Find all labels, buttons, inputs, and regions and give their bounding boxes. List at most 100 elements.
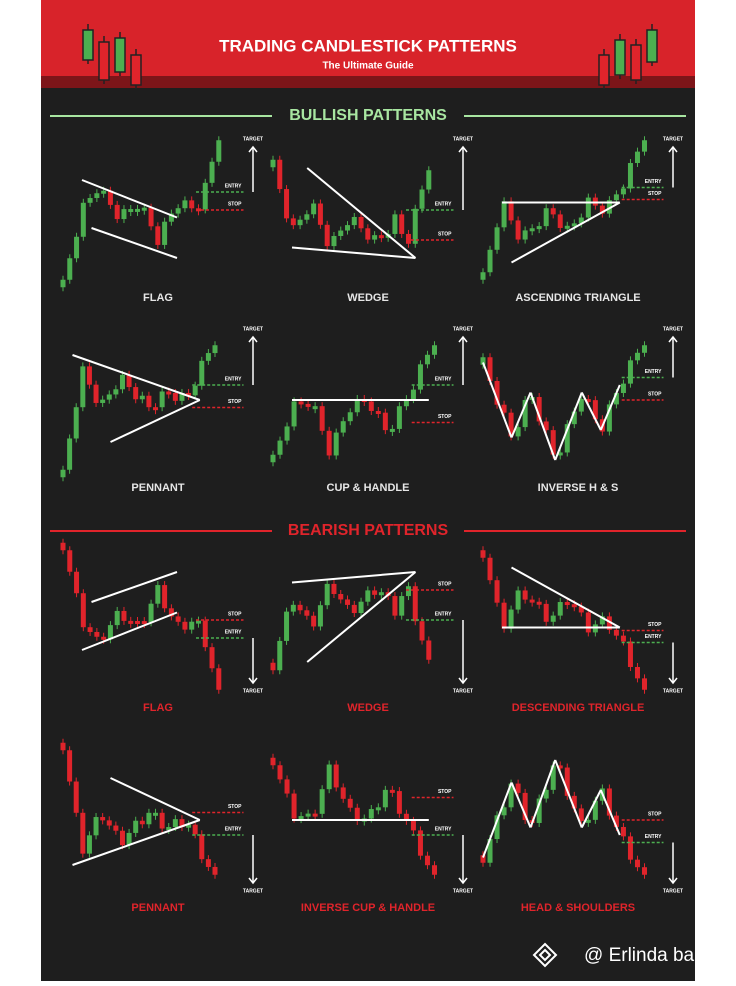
candle <box>487 249 493 273</box>
candle <box>119 830 125 846</box>
stop-label: STOP <box>648 391 662 397</box>
pattern-line <box>306 167 417 259</box>
candle <box>412 586 418 622</box>
candle <box>192 385 198 396</box>
candle <box>100 399 106 403</box>
candle <box>338 230 344 236</box>
candle <box>212 866 218 875</box>
candle <box>168 213 174 222</box>
candle <box>564 424 570 453</box>
watermark: @ Erlinda babil <box>584 945 713 966</box>
candle <box>305 403 311 407</box>
candle <box>550 765 556 790</box>
candle <box>101 636 107 640</box>
candle <box>557 765 563 769</box>
candle <box>199 834 205 860</box>
candle <box>508 783 514 808</box>
candle <box>606 404 612 432</box>
candle <box>536 226 542 230</box>
candle <box>564 602 570 606</box>
target-arrowhead <box>458 677 468 685</box>
pattern-name: WEDGE <box>347 292 389 304</box>
candle <box>304 214 310 220</box>
candle <box>480 357 486 365</box>
pattern-name: PENNANT <box>131 902 184 914</box>
candle <box>378 235 384 239</box>
header-title: TRADING CANDLESTICK PATTERNS <box>219 36 517 55</box>
candle <box>345 225 351 231</box>
candle <box>501 404 507 413</box>
entry-label: ENTRY <box>435 826 452 832</box>
candle <box>620 188 626 195</box>
candle <box>212 345 218 354</box>
target-label: TARGET <box>243 326 263 332</box>
entry-label: ENTRY <box>225 629 242 635</box>
candle <box>189 621 195 630</box>
header-candle <box>98 41 110 81</box>
header-candle <box>114 37 126 73</box>
candle <box>317 203 323 225</box>
candle <box>205 353 211 361</box>
candle <box>305 813 311 817</box>
candle <box>113 825 119 831</box>
header-candle <box>130 54 142 86</box>
section-title: BULLISH PATTERNS <box>289 107 447 124</box>
candle <box>392 596 398 616</box>
candle <box>133 387 139 400</box>
candle <box>101 190 107 194</box>
pattern-line <box>554 759 583 828</box>
pattern-line <box>291 571 416 584</box>
header-bg <box>41 0 695 76</box>
candle <box>399 214 405 234</box>
candle <box>557 214 563 228</box>
stop-label: STOP <box>438 581 452 587</box>
pattern-line <box>291 246 416 259</box>
candle <box>543 789 549 799</box>
candle <box>403 813 409 821</box>
candle <box>578 808 584 821</box>
candle <box>372 590 378 595</box>
candle <box>133 820 139 833</box>
candle <box>189 200 195 209</box>
candle <box>270 662 276 671</box>
candle <box>426 170 432 190</box>
candle <box>417 364 423 390</box>
target-arrowhead <box>458 335 468 343</box>
candle <box>205 859 211 867</box>
candle <box>291 401 297 427</box>
candle <box>494 380 500 405</box>
candle <box>159 812 165 829</box>
target-label: TARGET <box>663 326 683 332</box>
candle <box>487 357 493 381</box>
candle <box>382 412 388 431</box>
target-label: TARGET <box>663 688 683 694</box>
section-title-bg <box>272 520 464 542</box>
stop-label: STOP <box>648 622 662 628</box>
target-label: TARGET <box>453 326 473 332</box>
candle <box>347 798 353 808</box>
candle <box>606 616 612 630</box>
candle <box>396 791 402 814</box>
pattern-line <box>510 782 532 828</box>
candle <box>60 279 66 288</box>
candle <box>153 407 159 411</box>
candle <box>216 668 222 690</box>
candle <box>578 399 584 412</box>
candle <box>172 819 178 828</box>
candle <box>94 631 100 637</box>
candle <box>319 406 325 431</box>
candle <box>284 779 290 794</box>
candle <box>522 399 528 428</box>
candle <box>106 394 112 400</box>
candle <box>419 621 425 641</box>
target-label: TARGET <box>453 888 473 894</box>
candle <box>312 406 318 410</box>
candle <box>424 354 430 365</box>
candle <box>354 398 360 413</box>
candle <box>480 855 486 863</box>
candle <box>290 604 296 612</box>
pattern-line <box>110 399 201 443</box>
candle <box>311 203 317 215</box>
watermark-icon <box>532 942 558 968</box>
